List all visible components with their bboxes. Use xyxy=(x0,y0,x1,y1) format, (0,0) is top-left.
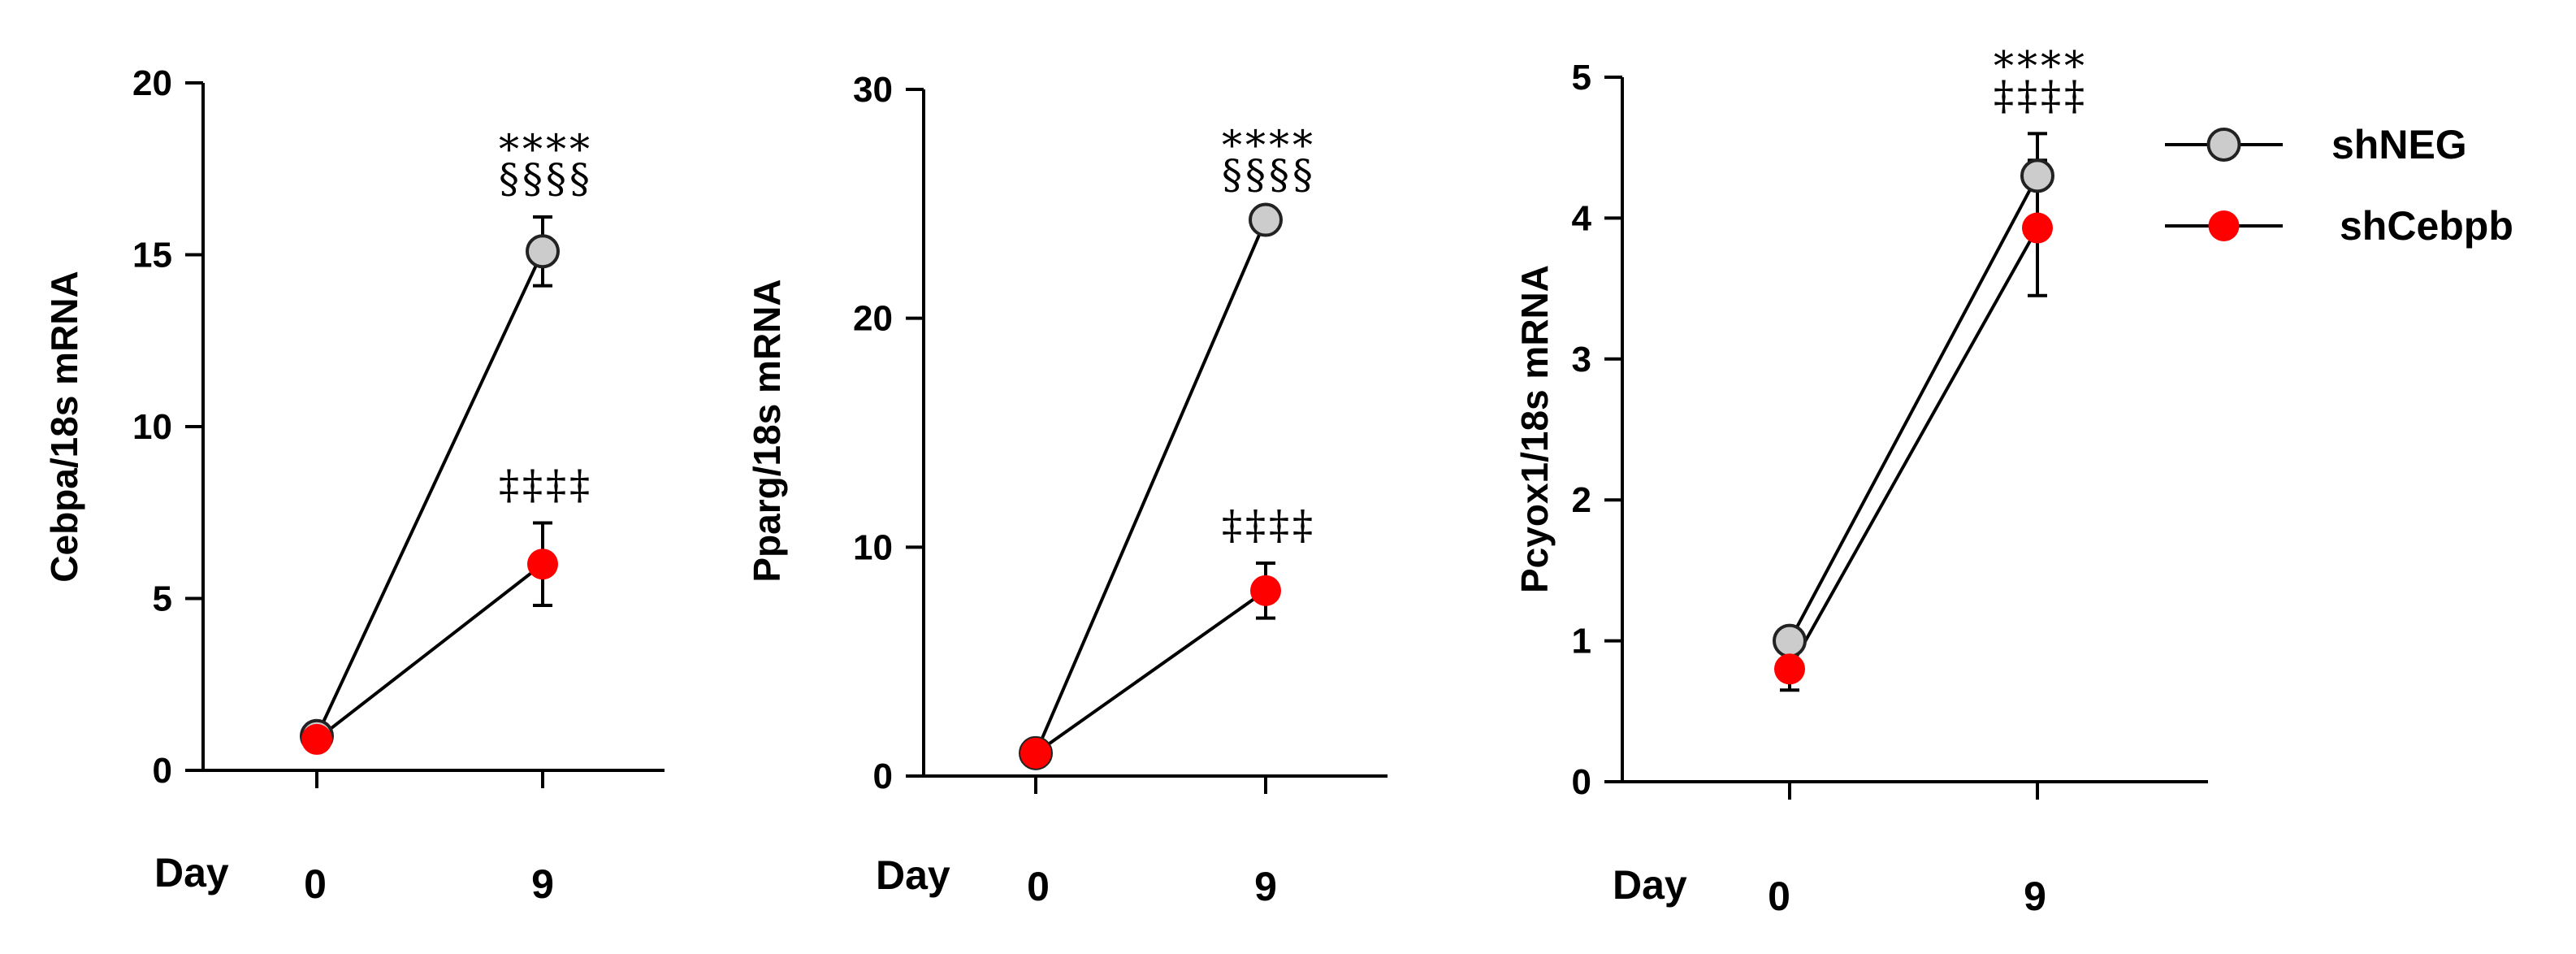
significance-label: §§§§ xyxy=(499,155,593,202)
y-tick-label: 20 xyxy=(853,299,893,339)
significance-label: **** xyxy=(1994,42,2088,89)
y-tick-label: 3 xyxy=(1572,340,1591,379)
y-tick-label: 10 xyxy=(853,527,893,567)
y-tick-label: 20 xyxy=(132,63,172,103)
y-tick-label: 2 xyxy=(1572,480,1591,520)
series-line-shCebpb xyxy=(1788,227,2039,670)
significance-label: ‡‡‡‡ xyxy=(499,461,593,508)
x-tick-label: 0 xyxy=(304,861,327,907)
x-tick-label: 0 xyxy=(1768,874,1790,919)
chart-3: 0 1 2 3 4 5 Pcyox1/18s mRNA Day 0 9 ****‡‡‡‡ xyxy=(1513,42,2208,919)
legend: shNEG shCebpb xyxy=(2165,122,2513,249)
data-point-shCebpb xyxy=(1774,653,1805,685)
data-point-shNEG xyxy=(1249,202,1283,237)
legend-label: shNEG xyxy=(2331,122,2467,167)
y-tick-label: 0 xyxy=(153,751,172,791)
x-axis-label: Day xyxy=(876,852,950,898)
y-tick-label: 0 xyxy=(873,757,893,796)
y-axis-label: Cebpa/18s mRNA xyxy=(43,271,85,582)
significance-label: ‡‡‡‡ xyxy=(1994,72,2088,119)
legend-marker xyxy=(2208,210,2240,241)
y-axis-label: Pparg/18s mRNA xyxy=(746,279,788,582)
y-tick-label: 30 xyxy=(853,70,893,110)
legend-marker xyxy=(2206,128,2241,162)
data-point-shNEG xyxy=(526,234,560,269)
y-tick-label: 0 xyxy=(1572,762,1591,802)
significance-label: **** xyxy=(499,126,593,173)
y-tick-label: 10 xyxy=(132,407,172,447)
chart-1: 0 5 10 15 20 Cebpa/18s mRNA Day 0 9 ****§§§§ ‡‡‡‡ xyxy=(43,63,665,907)
series-line-shNEG xyxy=(1788,175,2039,642)
series-line-shCebpb xyxy=(1034,589,1267,755)
data-point-shCebpb xyxy=(1020,737,1051,769)
y-axis-label: Pcyox1/18s mRNA xyxy=(1513,265,1556,593)
x-tick-label: 0 xyxy=(1027,864,1050,909)
data-point-shCebpb xyxy=(527,549,558,580)
y-tick-label: 5 xyxy=(1572,58,1591,98)
series-line-shNEG xyxy=(1034,219,1267,754)
x-tick-label: 9 xyxy=(531,861,554,907)
significance-label: §§§§ xyxy=(1222,151,1316,198)
significance-label: ‡‡‡‡ xyxy=(1222,501,1316,549)
data-point-shCebpb xyxy=(301,723,332,755)
x-tick-label: 9 xyxy=(2024,874,2046,919)
y-tick-label: 15 xyxy=(132,236,172,275)
legend-label: shCebpb xyxy=(2340,203,2513,249)
data-point-shCebpb xyxy=(2022,212,2053,244)
chart-2: 0 10 20 30 Pparg/18s mRNA Day 0 9 ****§§§§ ‡‡‡‡ xyxy=(746,70,1388,909)
x-axis-label: Day xyxy=(1613,862,1687,908)
series-line-shNEG xyxy=(315,250,544,737)
series-line-shCebpb xyxy=(315,562,544,741)
data-point-shCebpb xyxy=(1250,575,1281,606)
x-axis-label: Day xyxy=(154,850,229,895)
y-tick-label: 4 xyxy=(1572,198,1592,238)
y-tick-label: 5 xyxy=(153,579,172,619)
significance-label: **** xyxy=(1222,122,1316,169)
data-point-shNEG xyxy=(1773,623,1807,658)
data-point-shNEG xyxy=(2020,158,2054,193)
y-tick-label: 1 xyxy=(1572,622,1591,661)
x-tick-label: 9 xyxy=(1254,864,1277,909)
